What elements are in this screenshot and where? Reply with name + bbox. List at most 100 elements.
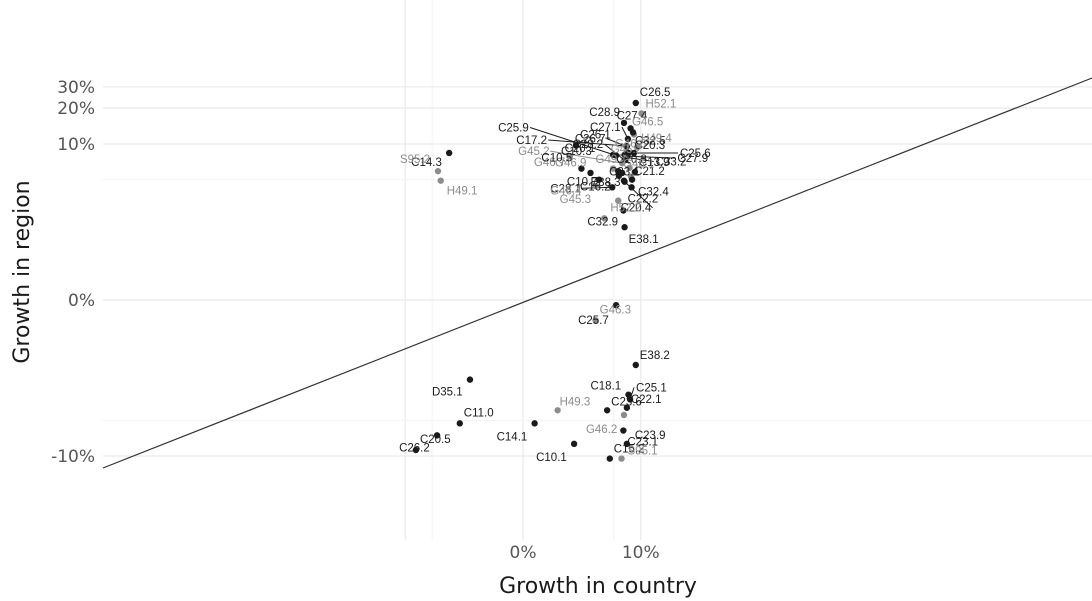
data-point — [592, 182, 599, 190]
point-label: C27.9 — [677, 153, 708, 165]
point-label: H49.4 — [641, 133, 672, 145]
data-point — [601, 215, 608, 222]
data-point — [609, 165, 617, 172]
point-label: H49.3 — [560, 396, 591, 408]
point-label: C14.1 — [497, 431, 528, 443]
point-label: C22.1 — [631, 394, 662, 406]
point-label: C15.2 — [614, 444, 645, 456]
point-label: G49.1 — [596, 154, 627, 166]
data-point — [623, 440, 631, 448]
point-label: G46.3 — [600, 304, 631, 316]
point-label: C32.9 — [587, 217, 618, 229]
leader-line — [627, 155, 676, 159]
data-point — [631, 168, 639, 176]
point-label: C26.2 — [399, 442, 430, 454]
point-label: C33.2 — [656, 156, 687, 168]
data-point — [606, 455, 613, 462]
point-label: C18.1 — [590, 381, 621, 393]
data-point — [615, 172, 623, 179]
y-tick-label: -10% — [51, 447, 95, 467]
point-label: C22.2 — [628, 193, 659, 205]
data-point — [570, 440, 578, 448]
point-label: G46.9 — [555, 158, 586, 170]
point-label: C23.1 — [627, 437, 658, 449]
grid — [103, 0, 1092, 540]
point-label: C11.0 — [464, 407, 494, 419]
point-label: G45.2 — [518, 146, 549, 158]
data-point — [587, 169, 594, 177]
point-label: C27.4 — [617, 110, 648, 122]
data-point — [466, 376, 474, 383]
point-label: C33.1 — [609, 167, 640, 179]
x-axis-title: Growth in country — [499, 574, 697, 599]
data-point — [456, 420, 463, 427]
point-label: H52.2 — [610, 202, 641, 214]
data-point — [633, 143, 641, 151]
point-label: C10.3 — [561, 146, 592, 158]
data-point — [626, 164, 633, 171]
data-point — [621, 178, 628, 185]
data-point — [626, 396, 634, 403]
point-label: C25.1 — [636, 382, 667, 394]
point-label: C23.6 — [611, 396, 642, 408]
data-point — [531, 420, 538, 427]
point-label: G46.2 — [586, 424, 617, 436]
data-point — [630, 149, 638, 157]
point-label: C20.4 — [621, 203, 652, 215]
point-label: C10.5 — [541, 153, 572, 165]
point-label: G46.6 — [615, 138, 646, 150]
leader-line — [550, 150, 623, 164]
point-label: C10.7 — [567, 177, 598, 189]
data-point — [609, 151, 617, 159]
point-label: C10.1 — [536, 452, 567, 464]
leader-line — [625, 156, 654, 162]
data-point — [612, 301, 620, 309]
point-label: C26.5 — [640, 87, 671, 99]
data-point — [632, 99, 639, 107]
point-label: C32.4 — [638, 187, 669, 199]
y-tick-label: 20% — [57, 99, 95, 119]
y-axis-title: Growth in region — [10, 180, 35, 363]
point-label: C23.9 — [635, 430, 666, 442]
reference-line — [102, 77, 1092, 469]
point-label: C25.6 — [680, 148, 711, 160]
point-label: C16.2 — [580, 182, 611, 194]
point-label: S95.2 — [400, 154, 430, 166]
data-point — [620, 207, 627, 214]
point-label: C28.1 — [550, 183, 581, 195]
data-point — [572, 142, 580, 149]
point-label: H49.1 — [447, 186, 478, 198]
point-label: G46.7 — [534, 157, 565, 169]
leader-line — [548, 139, 627, 147]
point-label: C21.2 — [634, 166, 665, 178]
data-point — [437, 177, 444, 184]
data-point — [623, 404, 631, 411]
leader-line — [529, 127, 617, 156]
point-label: E38.2 — [640, 350, 670, 362]
data-point — [628, 184, 635, 191]
point-label: D35.1 — [432, 387, 463, 399]
point-label: C20.3 — [634, 140, 665, 152]
point-label: E38.3 — [591, 177, 621, 189]
data-point — [620, 119, 628, 127]
data-point — [620, 411, 628, 419]
data-point — [433, 432, 441, 439]
data-point — [609, 184, 616, 191]
data-points — [412, 99, 645, 462]
point-label: E38.1 — [629, 234, 659, 246]
data-point — [620, 427, 627, 434]
point-label: G46.5 — [632, 116, 663, 128]
tick-labels: 30%20% 10% 0% -10% 0% 10% — [51, 78, 660, 563]
data-point — [434, 167, 442, 175]
point-label: C14.3 — [411, 157, 442, 169]
data-point — [628, 176, 636, 183]
point-label: G46.1 — [623, 159, 654, 171]
point-label: G45.2 — [611, 144, 642, 156]
point-label: C27.1 — [590, 122, 621, 134]
point-label: C26.1 — [580, 130, 611, 142]
data-point — [618, 159, 626, 167]
point-label: C13.9 — [639, 157, 670, 169]
y-tick-label: 10% — [57, 135, 95, 155]
